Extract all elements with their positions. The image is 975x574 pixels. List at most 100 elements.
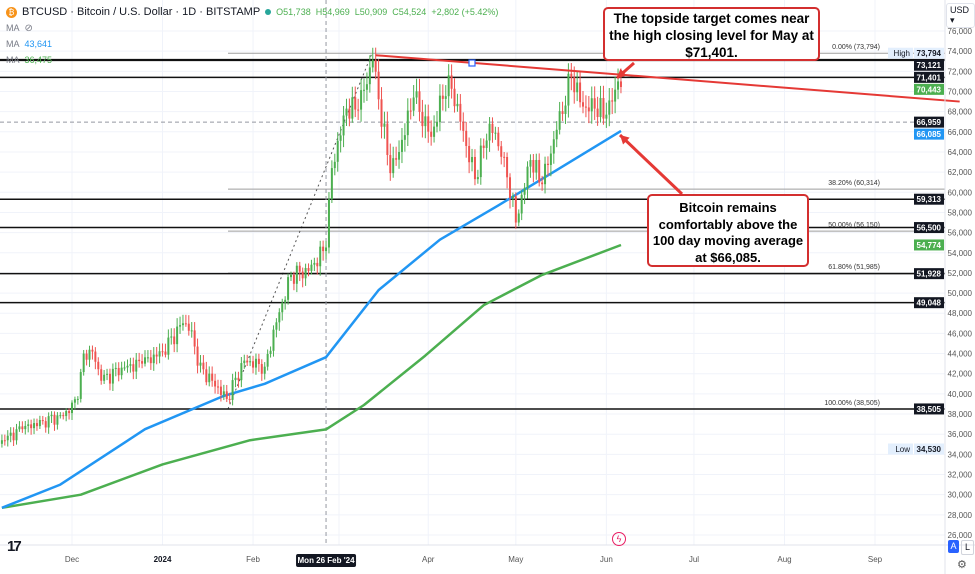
candle-body xyxy=(412,97,415,111)
candle-body xyxy=(38,420,41,427)
candle-body xyxy=(21,426,24,430)
candle-body xyxy=(103,374,106,381)
candle-body xyxy=(549,153,552,165)
time-axis-tick: Apr xyxy=(422,555,435,564)
price-tag-prefix-bg xyxy=(888,47,913,59)
candle-body xyxy=(611,100,614,102)
candle-body xyxy=(126,365,129,368)
candle-body xyxy=(179,325,182,327)
candle-body xyxy=(471,156,474,163)
price-axis-tick: 34,000 xyxy=(948,450,973,459)
candle-body xyxy=(541,182,544,185)
candle-body xyxy=(316,262,319,267)
candle-body xyxy=(582,102,584,107)
candle-body xyxy=(573,77,576,93)
price-axis-tick: 28,000 xyxy=(948,511,973,520)
price-axis-tick: 30,000 xyxy=(948,491,973,500)
auto-scale-button[interactable]: A xyxy=(948,540,959,553)
candle-body xyxy=(465,130,468,146)
tradingview-logo[interactable]: 17 xyxy=(7,538,22,555)
price-axis-tick: 40,000 xyxy=(948,390,973,399)
moving-average-callout[interactable]: Bitcoin remains comfortably above the 10… xyxy=(647,194,809,267)
indicator-ma-100[interactable]: MA 43,641 xyxy=(6,36,498,52)
price-axis-tick: 72,000 xyxy=(948,67,973,76)
candle-body xyxy=(73,399,76,403)
candle-body xyxy=(275,322,278,330)
candle-body xyxy=(68,411,71,414)
price-axis-tick: 48,000 xyxy=(948,309,973,318)
candle-body xyxy=(91,349,94,352)
price-tag-bg xyxy=(914,47,944,59)
candle-body xyxy=(506,157,509,178)
log-scale-button[interactable]: L xyxy=(961,540,974,555)
price-axis-tick: 58,000 xyxy=(948,208,973,217)
bitcoin-icon: ₿ xyxy=(6,6,17,18)
candle-body xyxy=(619,81,622,88)
candle-body xyxy=(371,60,374,68)
candle-body xyxy=(468,145,471,163)
candle-body xyxy=(257,358,260,365)
candle-body xyxy=(444,96,447,99)
candle-body xyxy=(511,196,514,198)
price-axis-tick: 50,000 xyxy=(948,289,973,298)
candle-body xyxy=(520,194,523,214)
symbol-title[interactable]: BTCUSD · Bitcoin / U.S. Dollar · 1D · BI… xyxy=(22,6,261,18)
time-axis-tick: May xyxy=(508,555,523,564)
candle-body xyxy=(310,264,313,271)
candle-body xyxy=(430,131,433,137)
indicator-value: 43,641 xyxy=(24,39,53,49)
candle-body xyxy=(342,115,345,136)
price-axis-tick: 32,000 xyxy=(948,471,973,480)
ohlc-change: +2,802 (+5.42%) xyxy=(431,7,499,17)
candle-body xyxy=(106,373,109,375)
candle-body xyxy=(614,89,617,102)
indicator-ma-hidden[interactable]: MA ⊘ xyxy=(6,20,498,36)
candle-body xyxy=(254,358,257,368)
gear-icon[interactable]: ⚙ xyxy=(957,559,967,571)
price-tag-level: 38,505 xyxy=(917,405,942,414)
candle-body xyxy=(0,440,3,444)
price-axis-tick: 62,000 xyxy=(948,168,973,177)
candle-body xyxy=(117,367,120,376)
price-axis-tick: 68,000 xyxy=(948,108,973,117)
candle-body xyxy=(576,82,579,93)
fibonacci-level-label: 0.00% (73,794) xyxy=(832,44,880,51)
candle-body xyxy=(292,274,295,284)
indicator-ma-200[interactable]: MA 36,475 xyxy=(6,52,498,68)
candle-body xyxy=(441,95,444,99)
candle-body xyxy=(567,73,570,106)
time-axis-tick: Jul xyxy=(689,555,699,564)
fibonacci-level-label: 100.00% (38,505) xyxy=(824,400,880,407)
candle-body xyxy=(608,100,611,115)
currency-dropdown[interactable]: USD ▾ xyxy=(946,3,975,28)
candle-body xyxy=(249,361,252,363)
price-tag-bg xyxy=(914,128,944,140)
candle-body xyxy=(345,108,348,116)
candle-body xyxy=(41,420,44,422)
candle-body xyxy=(237,377,240,381)
candle-body xyxy=(403,135,406,140)
ohlc-high: H54,969 xyxy=(315,7,350,17)
lightning-icon[interactable]: ϟ xyxy=(612,532,626,546)
candle-body xyxy=(357,109,360,111)
candle-body xyxy=(114,367,117,369)
candle-body xyxy=(184,323,187,325)
candle-body xyxy=(593,98,596,109)
candle-body xyxy=(284,299,287,303)
candle-body xyxy=(333,161,336,169)
arrow-to-trendline-head xyxy=(617,68,627,78)
candle-body xyxy=(281,302,284,313)
price-tag-ma200: 54,774 xyxy=(917,241,942,250)
time-axis-tick: 2024 xyxy=(154,555,172,564)
candle-body xyxy=(222,391,225,395)
candle-body xyxy=(298,265,301,272)
candle-body xyxy=(438,95,441,123)
topside-target-callout[interactable]: The topside target comes near the high c… xyxy=(603,7,820,61)
candle-body xyxy=(494,132,497,134)
indicator-label: MA xyxy=(6,55,20,65)
eye-hidden-icon[interactable]: ⊘ xyxy=(24,22,33,34)
candle-body xyxy=(272,329,275,351)
candle-body xyxy=(120,367,123,376)
chart-legend: ₿ BTCUSD · Bitcoin / U.S. Dollar · 1D · … xyxy=(6,4,498,68)
